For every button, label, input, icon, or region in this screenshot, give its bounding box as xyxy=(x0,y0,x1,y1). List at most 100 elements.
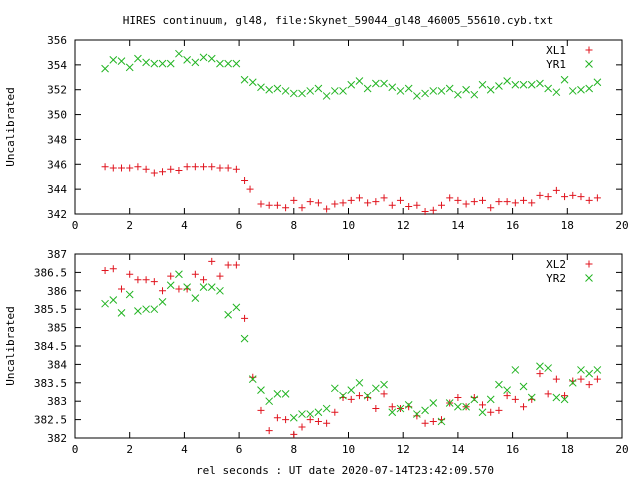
data-point-xl2 xyxy=(109,265,117,273)
data-point-xl2 xyxy=(241,314,249,322)
data-point-yr1 xyxy=(495,82,503,90)
x-tick-label: 2 xyxy=(126,443,133,456)
data-point-xl2 xyxy=(167,272,175,280)
data-point-xl1 xyxy=(216,164,224,172)
y-tick-label: 344 xyxy=(47,183,67,196)
y-tick-label: 382.5 xyxy=(34,414,67,427)
data-point-yr2 xyxy=(577,366,585,374)
data-point-xl1 xyxy=(117,164,125,172)
data-point-yr2 xyxy=(142,305,150,314)
data-point-xl1 xyxy=(577,193,585,201)
data-point-yr2 xyxy=(248,375,257,383)
data-point-xl1 xyxy=(298,204,306,212)
data-point-yr2 xyxy=(207,283,216,291)
data-point-xl1 xyxy=(405,203,413,211)
data-point-yr1 xyxy=(330,87,339,95)
data-point-yr2 xyxy=(183,283,191,291)
data-point-yr1 xyxy=(413,92,421,100)
data-point-yr2 xyxy=(158,297,167,306)
data-point-xl1 xyxy=(282,204,290,212)
data-point-yr2 xyxy=(199,283,208,291)
data-point-yr2 xyxy=(371,384,380,393)
data-point-yr2 xyxy=(445,399,454,407)
data-point-yr1 xyxy=(593,78,602,87)
data-point-yr2 xyxy=(314,408,323,417)
data-point-xl2 xyxy=(355,392,363,400)
data-point-xl2 xyxy=(265,427,273,435)
data-point-yr1 xyxy=(199,53,208,62)
data-point-xl1 xyxy=(479,196,487,204)
y-tick-label: 387 xyxy=(47,248,67,261)
data-point-yr2 xyxy=(109,296,118,304)
data-point-xl1 xyxy=(200,163,208,171)
data-point-yr2 xyxy=(404,401,413,409)
y-tick-label: 382 xyxy=(47,432,67,445)
data-point-yr1 xyxy=(142,58,150,67)
data-point-yr1 xyxy=(281,87,290,95)
series-yr1 xyxy=(101,49,602,100)
legend-marker-yr1 xyxy=(585,60,593,68)
data-point-xl2 xyxy=(232,261,240,269)
data-point-xl2 xyxy=(126,270,134,278)
data-point-yr2 xyxy=(306,410,315,418)
data-point-xl2 xyxy=(520,403,528,411)
data-point-yr2 xyxy=(396,404,405,413)
data-point-yr2 xyxy=(470,395,479,404)
data-point-xl1 xyxy=(175,167,183,174)
data-point-yr1 xyxy=(470,90,479,99)
data-point-xl1 xyxy=(241,176,249,184)
data-point-yr2 xyxy=(511,366,520,374)
bottom-panel: 0 2 4 6 8 10 12 14 16 18 20 382 382.5 383 383.5 384 384.… xyxy=(4,248,629,456)
data-point-yr2 xyxy=(478,408,487,417)
x-tick-label: 16 xyxy=(506,219,519,232)
x-tick-label: 12 xyxy=(397,219,410,232)
data-point-xl2 xyxy=(331,408,339,416)
data-point-xl2 xyxy=(191,270,199,278)
y-tick-label: 348 xyxy=(47,133,67,146)
x-tick-label: 2 xyxy=(126,219,133,232)
data-point-xl1 xyxy=(290,196,298,204)
data-point-xl1 xyxy=(224,164,232,172)
data-point-yr1 xyxy=(527,80,536,89)
data-point-xl1 xyxy=(552,186,560,194)
data-point-yr1 xyxy=(552,88,561,97)
data-point-yr2 xyxy=(240,334,249,343)
data-point-xl1 xyxy=(520,196,528,204)
data-point-yr2 xyxy=(421,406,429,415)
x-tick-label: 12 xyxy=(397,443,410,456)
data-point-yr1 xyxy=(347,80,356,89)
data-point-yr1 xyxy=(396,87,405,95)
y-axis-label: Uncalibrated xyxy=(4,87,17,166)
data-point-xl2 xyxy=(101,267,109,275)
data-point-yr2 xyxy=(437,417,446,426)
x-tick-label: 18 xyxy=(561,443,574,456)
data-point-xl2 xyxy=(208,257,216,265)
data-point-yr1 xyxy=(207,54,216,63)
data-point-yr2 xyxy=(339,391,347,400)
data-point-xl2 xyxy=(134,276,142,284)
y-tick-label: 356 xyxy=(47,34,67,47)
data-point-xl2 xyxy=(536,370,544,378)
data-point-yr1 xyxy=(257,83,265,92)
data-point-xl2 xyxy=(388,403,396,411)
data-point-yr2 xyxy=(568,378,577,387)
data-point-yr2 xyxy=(232,303,241,312)
x-tick-label: 4 xyxy=(181,443,188,456)
data-point-xl1 xyxy=(388,201,396,209)
data-point-xl1 xyxy=(109,164,117,172)
data-point-xl1 xyxy=(503,198,511,206)
data-point-xl1 xyxy=(511,199,519,207)
data-point-yr1 xyxy=(445,84,454,93)
data-point-xl1 xyxy=(134,163,142,171)
data-point-xl1 xyxy=(273,201,281,209)
data-point-yr1 xyxy=(388,83,397,92)
data-point-yr2 xyxy=(224,310,233,319)
data-point-xl1 xyxy=(536,191,544,199)
x-tick-label: 10 xyxy=(342,443,355,456)
data-point-yr1 xyxy=(289,89,298,98)
data-point-yr2 xyxy=(265,397,274,406)
x-tick-label: 10 xyxy=(342,219,355,232)
data-point-xl1 xyxy=(126,164,134,172)
